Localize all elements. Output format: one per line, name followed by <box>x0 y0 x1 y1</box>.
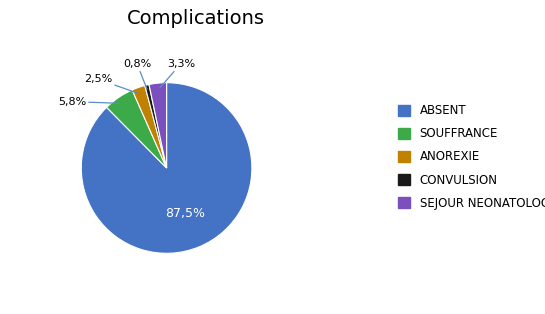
Wedge shape <box>145 84 167 168</box>
Wedge shape <box>107 90 167 168</box>
Text: 3,3%: 3,3% <box>160 59 195 88</box>
Wedge shape <box>149 83 167 168</box>
Text: 87,5%: 87,5% <box>166 207 205 220</box>
Wedge shape <box>81 83 252 253</box>
Text: 0,8%: 0,8% <box>123 59 151 89</box>
Legend: ABSENT, SOUFFRANCE, ANOREXIE, CONVULSION, SEJOUR NEONATOLOGIE: ABSENT, SOUFFRANCE, ANOREXIE, CONVULSION… <box>398 105 545 209</box>
Text: 5,8%: 5,8% <box>58 97 119 107</box>
Text: 2,5%: 2,5% <box>84 74 138 93</box>
Title: Complications: Complications <box>127 9 265 28</box>
Wedge shape <box>132 85 167 168</box>
